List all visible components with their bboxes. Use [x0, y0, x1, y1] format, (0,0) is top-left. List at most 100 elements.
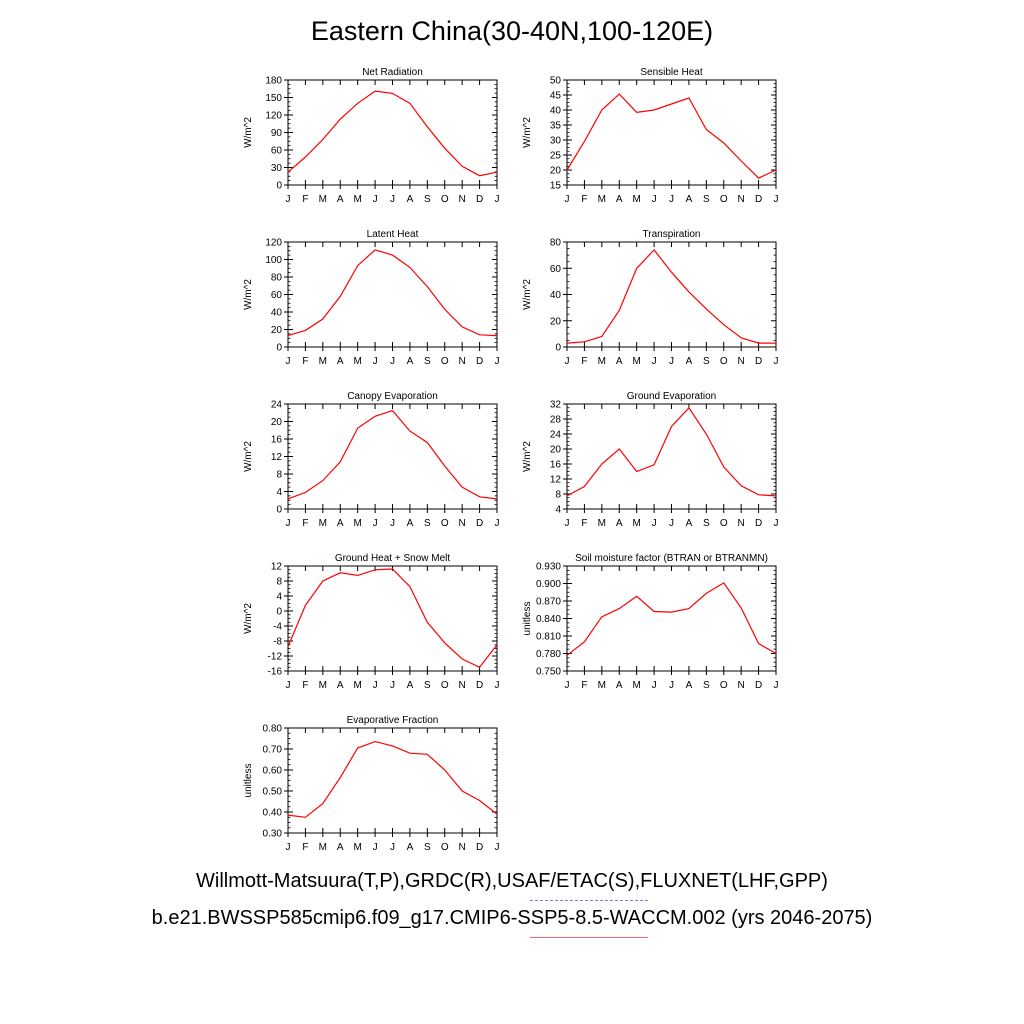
x-tick-label: F [302, 518, 308, 529]
x-tick-label: J [390, 356, 395, 367]
x-tick-label: D [476, 680, 483, 691]
x-tick-label: N [738, 194, 745, 205]
y-tick-label: 20 [271, 417, 283, 428]
series-line [566, 582, 777, 656]
y-tick-label: 45 [550, 91, 562, 102]
x-tick-label: A [407, 842, 414, 853]
x-tick-label: J [286, 842, 291, 853]
x-tick-label: O [720, 194, 728, 205]
x-tick-label: J [373, 194, 378, 205]
y-tick-label: 90 [271, 128, 283, 139]
x-tick-label: M [353, 518, 361, 529]
x-tick-label: D [755, 680, 762, 691]
y-axis-label: W/m^2 [522, 441, 533, 472]
x-tick-label: M [319, 842, 327, 853]
x-tick-label: A [337, 194, 344, 205]
y-tick-label: 180 [265, 76, 282, 87]
y-tick-label: 20 [271, 325, 283, 336]
x-tick-label: D [476, 518, 483, 529]
x-tick-label: M [319, 356, 327, 367]
y-axis-label: W/m^2 [243, 117, 254, 148]
x-tick-label: O [441, 680, 449, 691]
y-tick-label: 8 [555, 490, 561, 501]
x-tick-label: A [337, 356, 344, 367]
x-tick-label: D [755, 194, 762, 205]
y-tick-label: 60 [271, 290, 283, 301]
x-tick-label: J [373, 356, 378, 367]
x-tick-label: N [459, 518, 466, 529]
x-tick-label: O [720, 680, 728, 691]
x-tick-label: M [598, 680, 606, 691]
chart-title: Canopy Evaporation [347, 391, 438, 402]
y-tick-label: 35 [550, 121, 562, 132]
series-line [287, 568, 498, 669]
x-tick-label: M [353, 842, 361, 853]
x-tick-label: F [581, 356, 587, 367]
x-tick-label: F [302, 194, 308, 205]
x-tick-label: A [616, 194, 623, 205]
x-tick-label: J [373, 518, 378, 529]
y-tick-label: 32 [550, 400, 562, 411]
x-tick-label: O [441, 356, 449, 367]
x-tick-label: A [337, 680, 344, 691]
y-tick-label: -8 [273, 637, 282, 648]
chart-title: Net Radiation [362, 67, 423, 78]
chart-title: Evaporative Fraction [347, 715, 439, 726]
x-tick-label: O [441, 842, 449, 853]
footer-model-text: b.e21.BWSSP585cmip6.f09_g17.CMIP6-SSP5-8… [151, 907, 873, 929]
x-tick-label: J [286, 680, 291, 691]
x-tick-label: J [565, 356, 570, 367]
series-line [287, 249, 498, 337]
y-tick-label: 4 [555, 505, 561, 516]
y-axis-label: W/m^2 [522, 279, 533, 310]
chart-title: Sensible Heat [640, 67, 702, 78]
chart-title: Soil moisture factor (BTRAN or BTRANMN) [575, 553, 768, 564]
plot-frame [287, 727, 498, 834]
x-tick-label: J [669, 680, 674, 691]
x-tick-label: J [652, 356, 657, 367]
y-tick-label: 0.30 [263, 829, 283, 840]
x-tick-label: A [616, 356, 623, 367]
y-tick-label: 0.810 [536, 632, 561, 643]
x-tick-label: N [459, 356, 466, 367]
x-tick-label: A [686, 194, 693, 205]
x-tick-label: J [774, 194, 779, 205]
y-tick-label: 24 [271, 400, 283, 411]
y-tick-label: 0.840 [536, 614, 561, 625]
x-tick-label: A [686, 518, 693, 529]
y-tick-label: 40 [271, 308, 283, 319]
x-tick-label: M [319, 518, 327, 529]
x-tick-label: J [286, 356, 291, 367]
x-tick-label: O [720, 356, 728, 367]
x-tick-label: M [632, 356, 640, 367]
x-tick-label: D [476, 842, 483, 853]
y-axis-label: W/m^2 [522, 117, 533, 148]
y-tick-label: 4 [276, 487, 282, 498]
x-tick-label: D [755, 518, 762, 529]
chart-title: Ground Heat + Snow Melt [335, 553, 451, 564]
chart-title: Transpiration [643, 229, 701, 240]
x-tick-label: S [424, 518, 431, 529]
y-tick-label: 60 [271, 146, 283, 157]
footer-observations-text: Willmott-Matsuura(T,P),GRDC(R),USAF/ETAC… [196, 870, 828, 892]
x-tick-label: J [565, 518, 570, 529]
y-tick-label: 25 [550, 151, 562, 162]
x-tick-label: J [652, 194, 657, 205]
y-tick-label: 0 [276, 181, 282, 192]
x-tick-label: J [774, 680, 779, 691]
x-tick-label: F [302, 680, 308, 691]
y-tick-label: 0 [276, 607, 282, 618]
x-tick-label: M [353, 194, 361, 205]
series-line [287, 409, 498, 500]
x-tick-label: J [373, 842, 378, 853]
x-tick-label: J [390, 518, 395, 529]
x-tick-label: A [407, 680, 414, 691]
x-tick-label: A [686, 356, 693, 367]
x-tick-label: J [652, 518, 657, 529]
x-tick-label: N [459, 842, 466, 853]
